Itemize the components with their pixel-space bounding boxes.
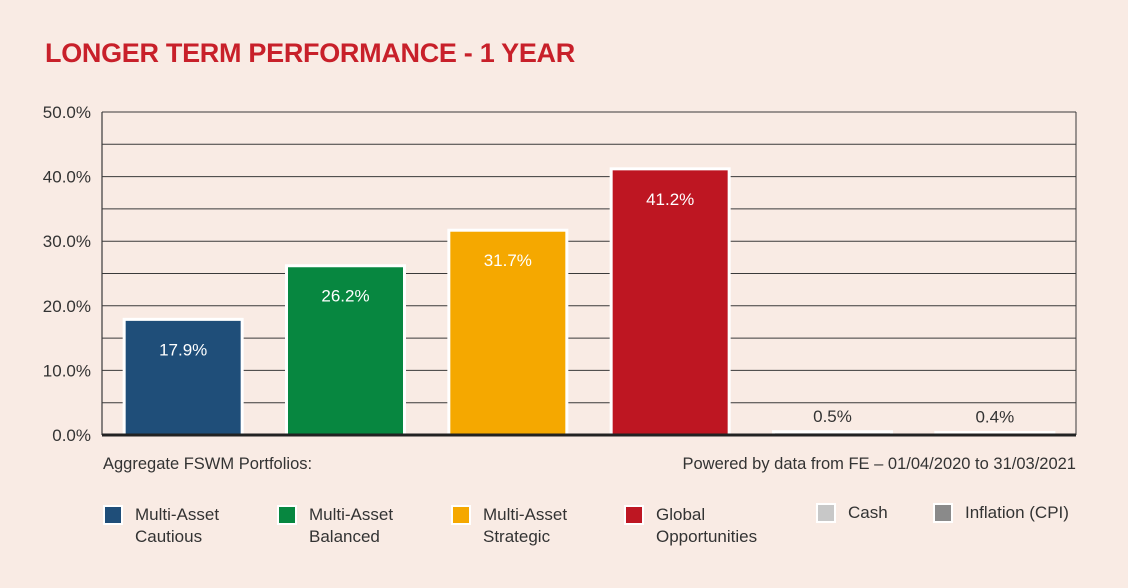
legend-label: Multi-Asset Cautious [135, 505, 220, 546]
portfolios-caption: Aggregate FSWM Portfolios: [103, 455, 313, 473]
bar-value-label: 0.4% [975, 407, 1014, 426]
legend-item-cash: Cash [816, 502, 888, 524]
legend-swatch [451, 505, 471, 525]
bar-value-label: 0.5% [813, 407, 852, 426]
legend-swatch [816, 503, 836, 523]
legend-label: Inflation (CPI) [965, 503, 1069, 522]
y-tick-label: 30.0% [43, 232, 91, 251]
bar [122, 317, 244, 437]
legend-item-inflation: Inflation (CPI) [933, 502, 1069, 524]
legend-label: Multi-Asset Strategic [483, 505, 568, 546]
legend-label: Global Opportunities [656, 505, 758, 546]
bar-value-label: 31.7% [484, 251, 532, 270]
legend-swatch [933, 503, 953, 523]
chart-title: LONGER TERM PERFORMANCE - 1 YEAR [45, 38, 575, 68]
legend-swatch [103, 505, 123, 525]
legend-item-cautious: Multi-Asset Cautious [103, 504, 219, 548]
legend-label: Multi-Asset Balanced [309, 505, 394, 546]
legend-item-balanced: Multi-Asset Balanced [277, 504, 393, 548]
legend-swatch [277, 505, 297, 525]
bar-value-label: 17.9% [159, 340, 207, 359]
y-tick-label: 50.0% [43, 103, 91, 122]
y-tick-label: 10.0% [43, 361, 91, 380]
y-tick-label: 0.0% [52, 426, 91, 445]
bar-value-label: 26.2% [321, 287, 369, 306]
bar-value-label: 41.2% [646, 190, 694, 209]
bar-chart: 0.0% 10.0% 20.0% 30.0% 40.0% 50.0% 17.9% 26.2% 3… [43, 103, 1077, 445]
legend-item-global-opportunities: Global Opportunities [624, 504, 757, 548]
legend-swatch [624, 505, 644, 525]
legend-item-strategic: Multi-Asset Strategic [451, 504, 567, 548]
y-tick-label: 20.0% [43, 297, 91, 316]
data-source-caption: Powered by data from FE – 01/04/2020 to … [682, 455, 1076, 473]
legend-label: Cash [848, 503, 888, 522]
y-tick-label: 40.0% [43, 168, 91, 187]
